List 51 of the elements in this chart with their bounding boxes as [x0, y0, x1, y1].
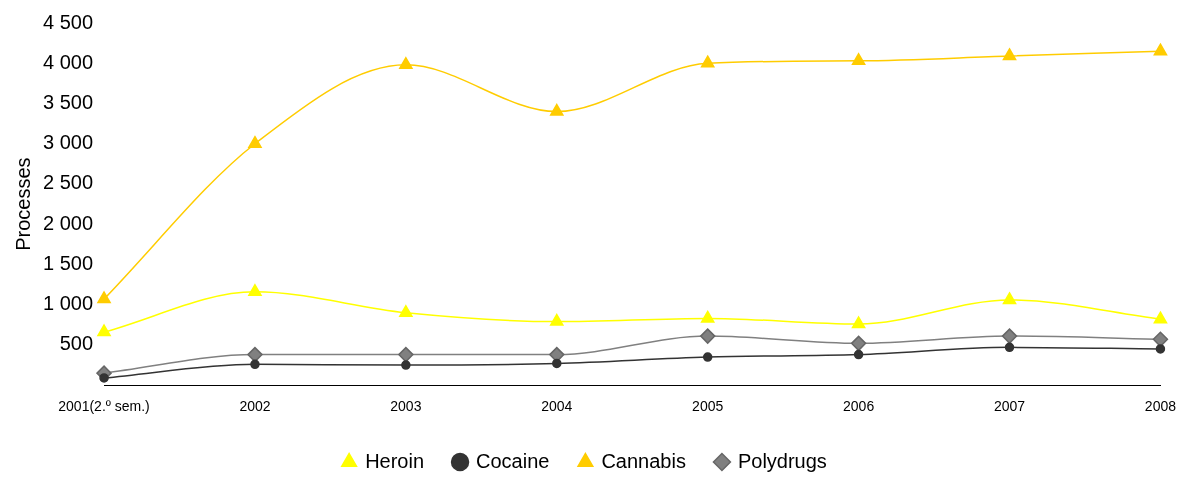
point	[552, 358, 562, 369]
y-axis-title: Processes	[11, 157, 34, 251]
point	[851, 316, 866, 329]
y-tick-label: 2 500	[42, 171, 94, 194]
point	[399, 305, 413, 318]
point	[97, 291, 111, 304]
point	[549, 103, 564, 116]
x-tick-label: 2002	[239, 398, 271, 415]
point	[1155, 344, 1166, 354]
point	[549, 313, 564, 326]
point	[399, 57, 413, 70]
point	[1004, 342, 1015, 353]
point	[247, 346, 263, 363]
legend-label: Cocaine	[476, 449, 550, 472]
y-tick-label: 3 500	[42, 91, 94, 113]
y-tick-label: 4 500	[42, 10, 94, 33]
y-tick-label: 4 000	[42, 50, 94, 73]
legend-label: Cannabis	[601, 449, 686, 472]
point	[248, 135, 262, 148]
point	[851, 53, 866, 66]
y-tick-label: 500	[59, 332, 94, 355]
point	[1002, 48, 1017, 61]
y-tick-label: 1 500	[42, 251, 94, 274]
y-tick-label: 2 000	[42, 211, 94, 234]
point	[853, 349, 864, 360]
point	[700, 55, 715, 68]
y-tick-label: 3 000	[42, 131, 94, 154]
x-tick-label: 2001(2.º sem.)	[58, 398, 150, 415]
point	[398, 346, 414, 363]
point	[401, 360, 411, 370]
point	[1153, 311, 1168, 324]
legend-label: Heroin	[365, 449, 425, 472]
point	[250, 359, 260, 370]
legend-label: Polydrugs	[737, 449, 827, 472]
point	[1153, 43, 1168, 56]
point	[699, 328, 716, 344]
point	[99, 373, 109, 383]
x-tick-label: 2005	[692, 398, 724, 415]
point	[702, 352, 713, 362]
point	[850, 335, 867, 352]
x-tick-label: 2006	[843, 398, 875, 415]
x-tick-label: 2004	[541, 398, 573, 415]
point	[248, 284, 262, 297]
x-tick-label: 2007	[993, 398, 1026, 415]
point	[700, 310, 715, 323]
point	[1002, 292, 1017, 305]
x-tick-label: 2008	[1144, 398, 1177, 415]
point	[1001, 328, 1018, 344]
y-tick-label: 1 000	[42, 292, 94, 315]
x-tick-label: 2003	[390, 398, 422, 415]
point	[97, 324, 111, 337]
